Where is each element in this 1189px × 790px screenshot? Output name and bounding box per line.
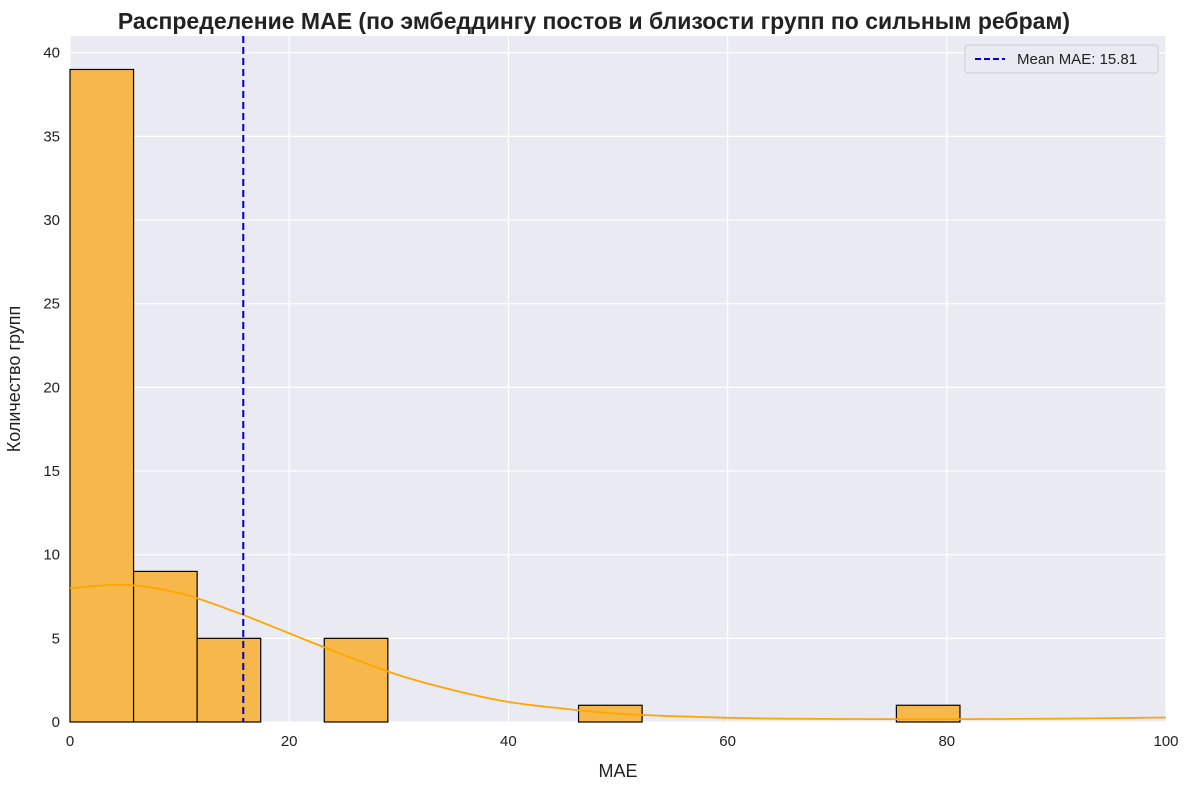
legend: Mean MAE: 15.81 (964, 44, 1159, 74)
y-tick-label: 30 (43, 212, 60, 229)
kde-curve-group (69, 583, 1167, 721)
histogram-bars (69, 68, 961, 723)
legend-mean-label: Mean MAE: 15.81 (1017, 51, 1137, 68)
y-tick-label: 0 (52, 714, 60, 731)
histogram-bar (196, 637, 262, 723)
x-tick-label: 20 (281, 733, 298, 750)
histogram-bar (132, 570, 198, 723)
y-tick-label: 5 (52, 630, 60, 647)
plot-area (70, 36, 1166, 722)
x-tick-label: 100 (1153, 733, 1178, 750)
y-tick-label: 35 (43, 128, 60, 145)
x-tick-label: 0 (66, 733, 74, 750)
y-tick-label: 10 (43, 547, 60, 564)
x-axis-label: MAE (598, 761, 637, 781)
y-axis-label: Количество групп (4, 306, 24, 453)
y-tick-label: 20 (43, 379, 60, 396)
y-tick-label: 25 (43, 296, 60, 313)
histogram-bar (69, 68, 135, 723)
kde-curve (69, 583, 1167, 721)
y-axis-ticks: 0 5 10 15 20 25 30 35 40 (43, 45, 60, 731)
x-axis-ticks: 0 20 40 60 80 100 (66, 733, 1179, 750)
histogram-bar (895, 704, 961, 723)
x-tick-label: 80 (938, 733, 955, 750)
chart-title: Распределение MAE (по эмбеддингу постов … (118, 8, 1070, 34)
x-tick-label: 40 (500, 733, 517, 750)
legend-box (964, 44, 1159, 74)
x-tick-label: 60 (719, 733, 736, 750)
y-tick-label: 15 (43, 463, 60, 480)
y-tick-label: 40 (43, 45, 60, 62)
